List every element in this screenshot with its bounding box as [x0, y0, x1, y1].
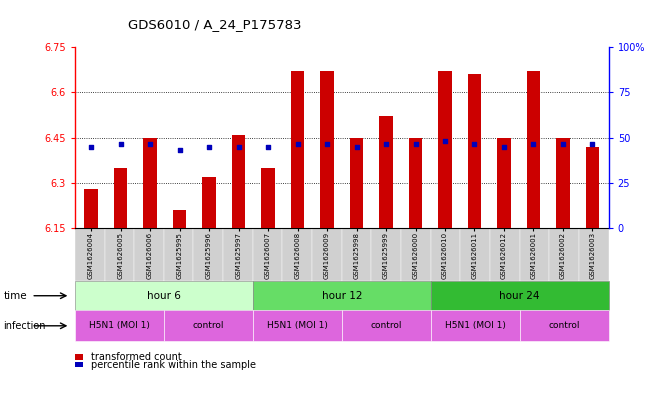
Text: time: time: [3, 291, 27, 301]
Bar: [114, 168, 127, 228]
Bar: [291, 71, 304, 228]
Text: percentile rank within the sample: percentile rank within the sample: [91, 360, 256, 370]
Bar: [438, 71, 452, 228]
Text: hour 24: hour 24: [499, 291, 540, 301]
Text: control: control: [370, 321, 402, 330]
Bar: [380, 116, 393, 228]
Point: [352, 143, 362, 150]
Point: [381, 140, 391, 147]
Bar: [173, 210, 186, 228]
Text: control: control: [548, 321, 580, 330]
Point: [528, 140, 538, 147]
Point: [558, 140, 568, 147]
Bar: [202, 177, 215, 228]
Bar: [350, 138, 363, 228]
Point: [174, 147, 185, 153]
Point: [469, 140, 480, 147]
Point: [233, 143, 243, 150]
Bar: [262, 168, 275, 228]
Point: [587, 140, 598, 147]
Text: transformed count: transformed count: [91, 352, 182, 362]
Text: infection: infection: [3, 321, 46, 331]
Bar: [557, 138, 570, 228]
Bar: [320, 71, 334, 228]
Bar: [468, 74, 481, 228]
Text: H5N1 (MOI 1): H5N1 (MOI 1): [267, 321, 327, 330]
Point: [263, 143, 273, 150]
Point: [145, 140, 156, 147]
Bar: [232, 134, 245, 228]
Point: [322, 140, 332, 147]
Bar: [497, 138, 510, 228]
Bar: [143, 138, 157, 228]
Text: GDS6010 / A_24_P175783: GDS6010 / A_24_P175783: [128, 18, 301, 31]
Text: H5N1 (MOI 1): H5N1 (MOI 1): [445, 321, 506, 330]
Point: [440, 138, 450, 144]
Text: control: control: [193, 321, 224, 330]
Bar: [409, 138, 422, 228]
Text: H5N1 (MOI 1): H5N1 (MOI 1): [89, 321, 150, 330]
Bar: [586, 147, 599, 228]
Point: [86, 143, 96, 150]
Text: hour 12: hour 12: [322, 291, 362, 301]
Bar: [85, 189, 98, 228]
Point: [410, 140, 421, 147]
Point: [204, 143, 214, 150]
Bar: [527, 71, 540, 228]
Text: hour 6: hour 6: [147, 291, 181, 301]
Point: [115, 140, 126, 147]
Point: [499, 143, 509, 150]
Point: [292, 140, 303, 147]
